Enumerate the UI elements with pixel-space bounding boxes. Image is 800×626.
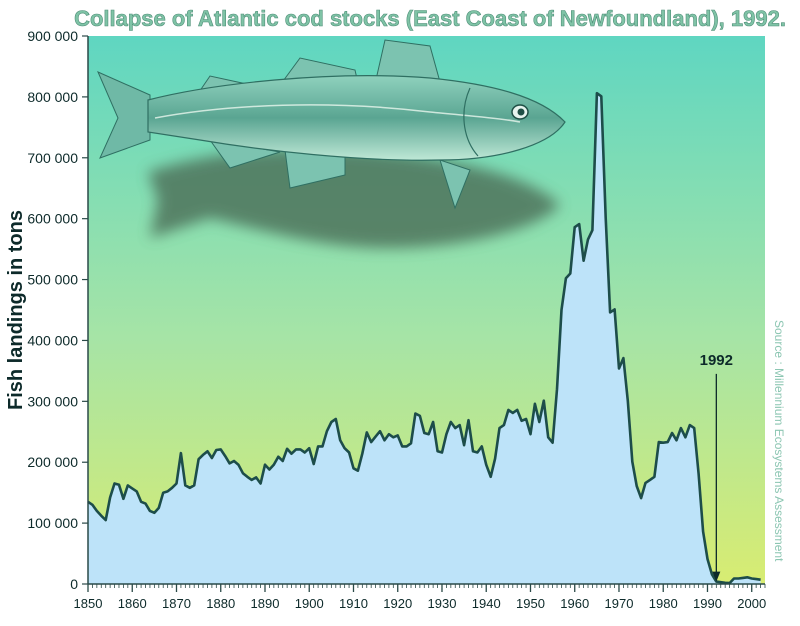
fish-lateral-line: [154, 104, 521, 123]
x-tick-label: 1980: [649, 596, 678, 611]
source-note: Source : Millennium Ecosystems Assessmen…: [772, 320, 786, 562]
y-tick-label: 600 000: [27, 211, 78, 227]
fish-gill: [463, 87, 479, 157]
x-tick-label: 1890: [251, 596, 280, 611]
fish-pupil: [517, 108, 525, 116]
y-tick-label: 500 000: [27, 272, 78, 288]
x-tick-label: 1970: [605, 596, 634, 611]
x-tick-label: 1930: [428, 596, 457, 611]
x-tick-label: 1920: [383, 596, 412, 611]
y-axis-label: Fish landings in tons: [5, 210, 27, 410]
y-tick-label: 700 000: [27, 150, 78, 166]
x-tick-label: 1990: [693, 596, 722, 611]
x-tick-label: 1950: [516, 596, 545, 611]
y-tick-label: 300 000: [27, 393, 78, 409]
x-tick-label: 1860: [118, 596, 147, 611]
area-layer: [87, 91, 761, 585]
axis-layer: 900 000 800 000 700 000 600 000 500 000 400 0…: [27, 28, 766, 611]
x-tick-label: 1910: [339, 596, 368, 611]
y-tick-label: 0: [70, 576, 78, 592]
x-tick-label: 2000: [737, 596, 766, 611]
y-tick-label: 200 000: [27, 454, 78, 470]
x-tick-label: 1940: [472, 596, 501, 611]
y-tick-label: 800 000: [27, 89, 78, 105]
x-tick-label: 1870: [162, 596, 191, 611]
annotation-label: 1992: [700, 352, 733, 369]
annotation-arrow-head: [712, 571, 721, 582]
landings-line: [87, 91, 761, 585]
fish-body: [147, 75, 566, 161]
x-tick-label: 1960: [560, 596, 589, 611]
cod-fish-illustration: [97, 39, 566, 249]
landings-area: [88, 93, 761, 584]
x-tick-label: 1850: [74, 596, 103, 611]
y-tick-label: 400 000: [27, 332, 78, 348]
y-tick-label: 100 000: [27, 515, 78, 531]
y-tick-label: 900 000: [27, 28, 78, 44]
annotation-layer: 1992: [700, 352, 733, 582]
x-tick-label: 1880: [206, 596, 235, 611]
chart-title: Collapse of Atlantic cod stocks (East Co…: [74, 6, 786, 31]
x-tick-label: 1900: [295, 596, 324, 611]
